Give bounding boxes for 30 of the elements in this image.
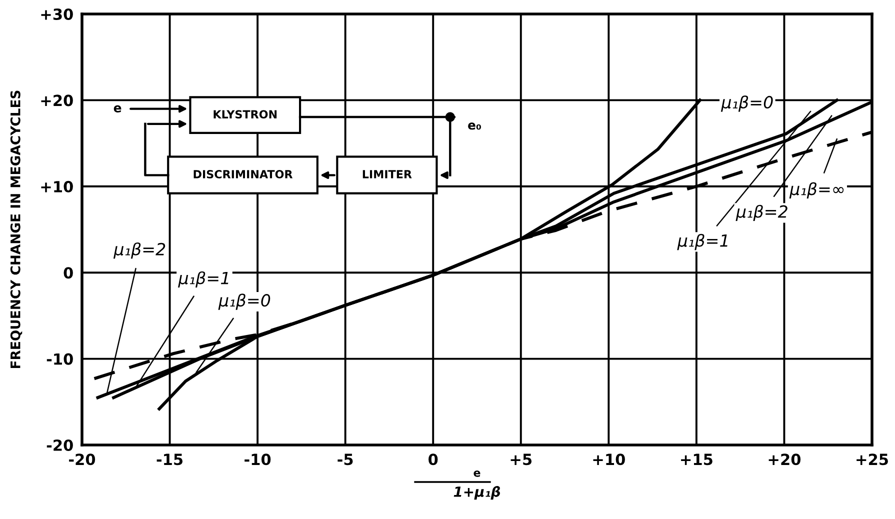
- x-tick-label: +25: [856, 454, 888, 466]
- y-tick-label: +30: [41, 8, 73, 20]
- x-tick-label: +20: [768, 454, 801, 466]
- annotation: μ₁β=1: [178, 271, 228, 288]
- annotation: μ₁β=∞: [789, 182, 844, 198]
- annotation: LIMITER: [362, 170, 412, 178]
- annotation: μ₁β=2: [736, 204, 788, 222]
- x-tick-label: +5: [510, 454, 532, 466]
- annotation: μ₁β=0: [720, 96, 773, 112]
- x-tick-label: -10: [244, 454, 271, 466]
- annotation: e: [114, 105, 122, 112]
- y-tick-label: -10: [46, 353, 73, 365]
- y-tick-label: 0: [64, 267, 73, 279]
- y-tick-label: +20: [41, 94, 73, 106]
- annotation: e₀: [468, 122, 481, 130]
- x-axis-title: e 1+μ₁β: [454, 470, 500, 500]
- y-axis-title: FREQUENCY CHANGE IN MEGACYCLES: [10, 90, 22, 368]
- x-tick-label: 0: [428, 454, 438, 466]
- annotation: DISCRIMINATOR: [194, 170, 293, 178]
- y-tick-label: +10: [41, 180, 73, 192]
- x-tick-label: -20: [69, 454, 96, 466]
- x-tick-label: -5: [338, 454, 353, 466]
- x-tick-label: +10: [593, 454, 625, 466]
- annotation: μ₁β=2: [113, 242, 166, 259]
- annotation: μ₁β=0: [218, 294, 270, 310]
- annotation: μ₁β=1: [677, 234, 728, 250]
- x-tick-label: -15: [156, 454, 183, 466]
- y-tick-label: -20: [46, 439, 73, 452]
- annotation: KLYSTRON: [214, 110, 277, 119]
- x-tick-label: +15: [681, 454, 712, 466]
